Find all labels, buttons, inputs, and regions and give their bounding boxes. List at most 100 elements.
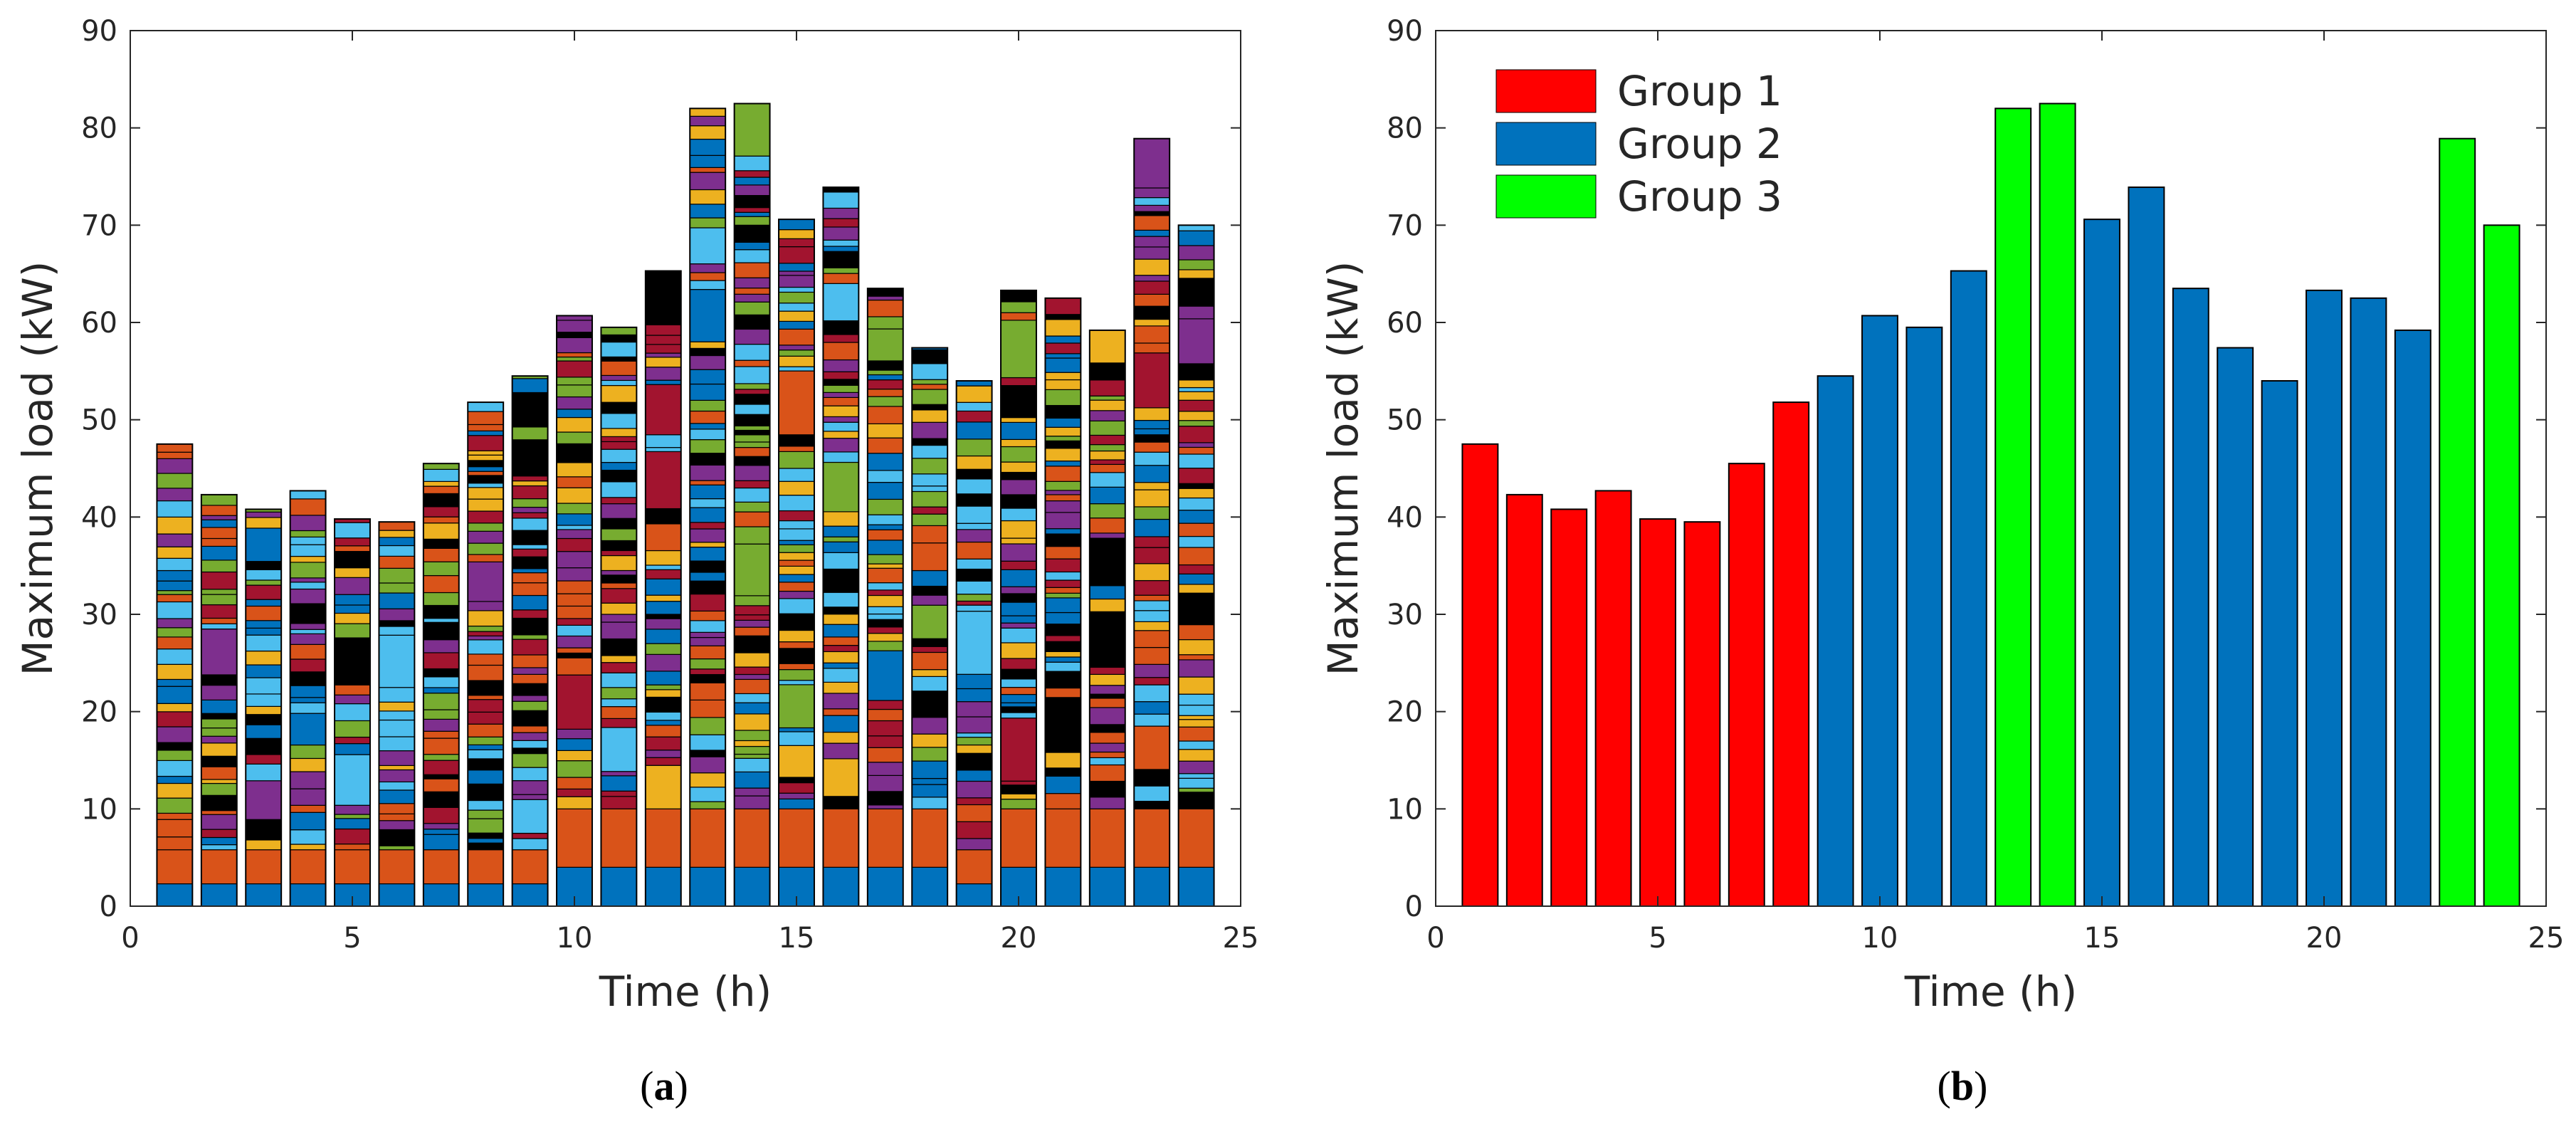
panel-a-bar-segment [867, 482, 904, 500]
panel-a-bar-segment [1044, 533, 1081, 547]
panel-a-bar-segment [512, 732, 549, 741]
panel-a-bar-segment [645, 700, 682, 713]
panel-a-bar-segment [512, 740, 549, 749]
panel-a-bar-segment [1044, 752, 1081, 769]
panel-a-bar-segment [467, 758, 504, 771]
panel-a-bar-segment [1000, 543, 1037, 562]
panel-a-bar-segment [556, 750, 593, 762]
panel-a-bar-segment [245, 849, 282, 885]
panel-a-bar-segment [600, 574, 637, 584]
panel-a-bar-segment [1178, 639, 1215, 656]
panel-a-bar-segment [689, 673, 726, 683]
panel-a-bar-segment [334, 818, 371, 830]
panel-a-bar-segment [734, 383, 771, 390]
panel-a-bar-segment [156, 500, 193, 518]
panel-a-bar-segment [778, 663, 815, 671]
panel-a-bar-segment [645, 750, 682, 758]
panel-a-bar-segment [645, 357, 682, 368]
panel-a-bar-segment [201, 883, 238, 907]
panel-a-bar-segment [467, 522, 504, 532]
panel-a-bar-segment [201, 728, 238, 737]
panel-a-bar-segment [156, 590, 193, 595]
panel-a-bar-segment [512, 498, 549, 508]
panel-a-bar-segment [423, 737, 460, 755]
legend-swatch [1495, 69, 1597, 113]
panel-a-bar-segment [689, 801, 726, 809]
x-tick-label: 25 [1223, 922, 1259, 955]
panel-a-bar-segment [600, 528, 637, 542]
panel-a-bar-segment [1089, 420, 1126, 436]
panel-a-bar-segment [645, 379, 682, 385]
panel-a-bar-segment [1178, 510, 1215, 524]
panel-a-bar-segment [689, 528, 726, 543]
panel-a-bar-segment [689, 808, 726, 868]
panel-a-bar-segment [1089, 698, 1126, 708]
panel-a-bar-segment [689, 172, 726, 191]
panel-a-bar-segment [201, 560, 238, 573]
panel-a-bar-segment [600, 790, 637, 797]
panel-a-bar-segment [556, 580, 593, 594]
panel-a-bar-segment [467, 838, 504, 844]
panel-a-bar-segment [778, 782, 815, 794]
panel-a-bar-segment [911, 651, 948, 671]
panel-a-bar-segment [822, 246, 859, 252]
panel-a-bar-segment [556, 635, 593, 648]
panel-a-bar-segment [245, 763, 282, 782]
panel-a-bar-segment [556, 409, 593, 419]
panel-a-bar-segment [822, 693, 859, 710]
panel-a-bar-segment [156, 797, 193, 814]
panel-a-bar-segment [1000, 602, 1037, 616]
panel-a-bar-segment [423, 883, 460, 907]
panel-a-bar-segment [822, 379, 859, 386]
panel-a-bar-segment [1089, 399, 1126, 411]
panel-a-bar-segment [600, 550, 637, 557]
panel-a-bar-segment [556, 529, 593, 540]
panel-a-bar-segment [956, 821, 993, 839]
panel-a-bar-segment [1178, 787, 1215, 793]
panel-a-bar-segment [1178, 704, 1215, 716]
panel-a-bar-segment [1044, 342, 1081, 354]
panel-a-bar-segment [911, 438, 948, 446]
panel-a-bar-segment [911, 404, 948, 411]
x-tick-label: 15 [2084, 922, 2120, 955]
panel-a-bar-segment [822, 742, 859, 760]
panel-a-bar-segment [201, 735, 238, 744]
panel-a-bar-segment [734, 702, 771, 715]
panel-a-bar-segment [645, 689, 682, 698]
panel-a-bar-segment [1089, 395, 1126, 401]
panel-a-bar-segment [290, 685, 327, 698]
panel-a-bar-segment [1044, 319, 1081, 337]
panel-a-bar-segment [512, 639, 549, 656]
panel-a-bar-segment [290, 829, 327, 845]
panel-a-bar-segment [334, 577, 371, 595]
panel-a-bar-segment [645, 653, 682, 672]
panel-a-bar-segment [156, 557, 193, 572]
legend-entry-label: Group 2 [1617, 120, 1782, 168]
panel-a-bar-segment [201, 589, 238, 595]
panel-a-bar-segment [467, 542, 504, 555]
panel-a-bar-segment [1133, 325, 1170, 344]
panel-a-bar-segment [512, 582, 549, 597]
panel-b-bar [1683, 521, 1721, 907]
panel-a-bar-segment [512, 485, 549, 500]
panel-a-bar-segment [867, 498, 904, 515]
panel-a-bar-segment [1044, 671, 1081, 689]
panel-a-bar-segment [245, 634, 282, 652]
panel-a-bar-segment [201, 699, 238, 714]
panel-a-bar-segment [556, 593, 593, 607]
panel-a-bar-segment [1000, 438, 1037, 448]
panel-a-bar-segment [290, 812, 327, 831]
panel-a-bar-segment [1000, 421, 1037, 440]
panel-a-bar-segment [512, 767, 549, 782]
panel-a-bar-segment [290, 498, 327, 516]
panel-a-bar-segment [822, 525, 859, 537]
panel-a-bar-segment [423, 516, 460, 524]
panel-a-bar-segment [600, 698, 637, 708]
panel-a-bar-segment [600, 672, 637, 688]
legend-swatch [1495, 122, 1597, 166]
panel-a-bar-segment [734, 678, 771, 695]
legend-entry-label: Group 3 [1617, 172, 1782, 221]
panel-a-bar-segment [956, 529, 993, 543]
panel-a-bar-segment [245, 599, 282, 607]
